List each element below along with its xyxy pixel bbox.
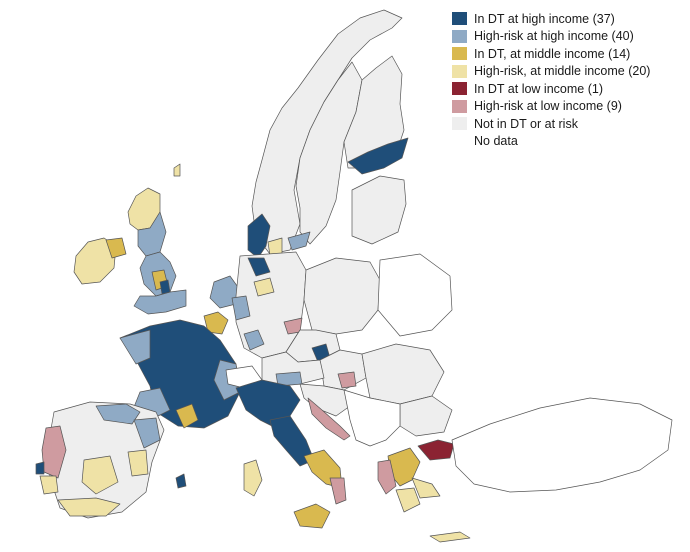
region-germany-west (231, 295, 251, 321)
legend-swatch (452, 117, 467, 131)
region-scotland-south (137, 211, 167, 257)
legend-swatch (452, 47, 467, 61)
legend-label: In DT, at middle income (14) (474, 46, 631, 61)
region-east-outline (377, 253, 453, 337)
region-greece-east (411, 477, 441, 499)
legend-label: Not in DT or at risk (474, 116, 578, 131)
legend-label: High-risk, at middle income (20) (474, 64, 651, 78)
region-crete (429, 531, 471, 543)
region-ireland-east (105, 237, 127, 259)
legend-item-none: Not in DT or at risk (452, 115, 682, 133)
legend-label: High-risk at low income (9) (474, 99, 622, 113)
region-germany-north (247, 257, 271, 277)
region-france-south (175, 403, 199, 429)
region-norway (251, 9, 403, 255)
region-italy-central (269, 415, 315, 467)
legend-label: In DT at low income (1) (474, 81, 603, 96)
region-portugal (41, 425, 67, 479)
region-sicily (293, 503, 331, 529)
region-peloponnese (395, 487, 421, 513)
legend-label: High-risk at high income (40) (474, 29, 634, 43)
legend-item-dt_middle: In DT, at middle income (14) (452, 45, 682, 63)
region-germany-south (243, 329, 265, 351)
region-sweden (295, 61, 363, 245)
region-france-west (119, 329, 151, 365)
region-slovenia-croatia (299, 383, 351, 417)
region-shetland (173, 163, 181, 177)
legend-swatch (452, 12, 467, 26)
region-poland (303, 257, 381, 335)
region-germany-east (253, 277, 275, 297)
region-england-south (133, 289, 187, 315)
legend-swatch (452, 29, 467, 43)
region-spain-center (81, 455, 119, 495)
region-calabria (329, 477, 347, 505)
legend-item-risk_low: High-risk at low income (9) (452, 98, 682, 116)
region-portugal-south (39, 475, 59, 495)
region-greece-west (377, 459, 397, 495)
region-finland-south (347, 137, 409, 175)
region-west-balkans (343, 389, 401, 447)
region-spain-north (95, 403, 141, 425)
region-hungary-low (337, 371, 357, 389)
region-denmark (247, 213, 271, 259)
legend-label: In DT at high income (37) (474, 11, 615, 26)
legend-item-risk_middle: High-risk, at middle income (20) (452, 63, 682, 81)
region-croatia-coast (307, 397, 351, 441)
region-london (159, 279, 171, 295)
legend-swatch (452, 99, 467, 113)
region-south-sweden (287, 231, 311, 251)
region-spain-south (57, 497, 121, 517)
region-turkey (451, 397, 673, 493)
legend-label: No data (474, 134, 518, 148)
region-portugal-lisbon (35, 461, 45, 475)
legend-item-dt_high: In DT at high income (37) (452, 10, 682, 28)
region-bulgaria (399, 395, 453, 437)
region-baltics (351, 175, 407, 245)
region-sardinia (243, 459, 263, 497)
region-spain-northeast (133, 417, 161, 449)
legend-item-nodata: No data (452, 133, 682, 151)
region-ireland (73, 237, 117, 285)
region-romania (361, 343, 445, 405)
region-bulgaria-low-dt (417, 439, 455, 461)
legend-swatch (452, 64, 467, 78)
legend-swatch (452, 134, 467, 148)
legend-item-risk_high: High-risk at high income (40) (452, 28, 682, 46)
legend-swatch (452, 82, 467, 96)
legend-item-dt_low: In DT at low income (1) (452, 80, 682, 98)
region-spain-mid (127, 449, 149, 477)
legend: In DT at high income (37) High-risk at hi… (452, 10, 682, 150)
region-corsica (175, 473, 187, 489)
